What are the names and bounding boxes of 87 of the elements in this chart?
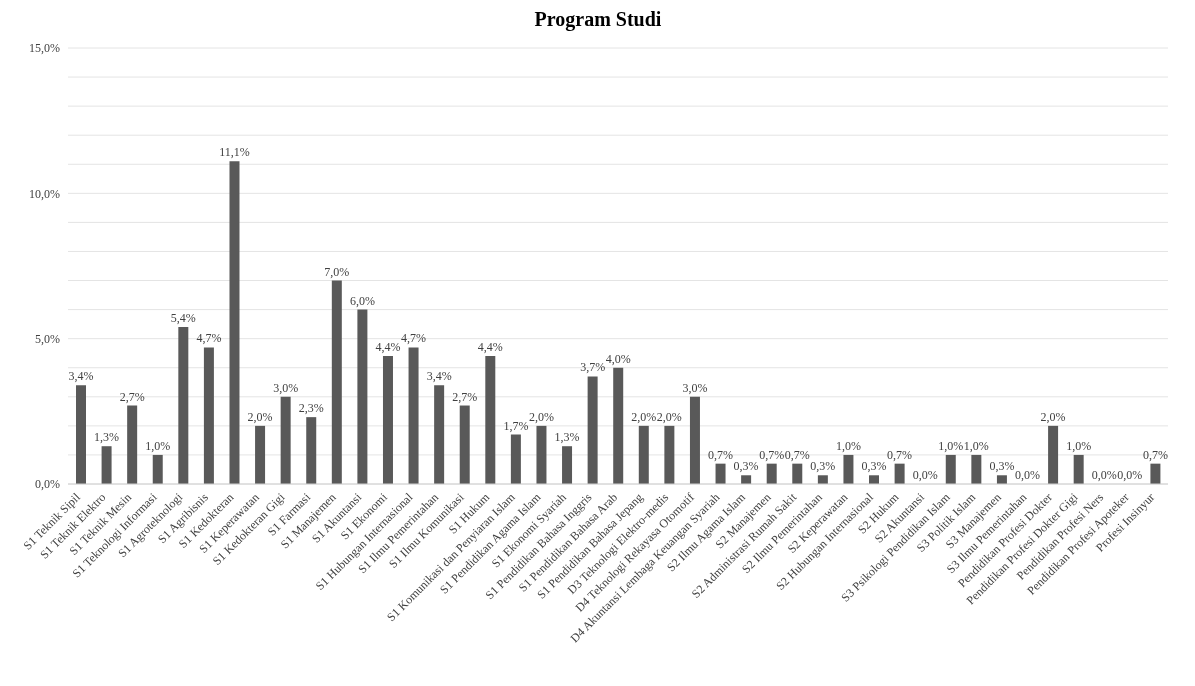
bar	[996, 475, 1007, 484]
bar	[101, 446, 112, 484]
bar	[843, 454, 854, 484]
bar	[459, 405, 470, 484]
bar	[587, 376, 598, 484]
bar	[178, 327, 189, 484]
bar	[382, 356, 393, 484]
bar	[664, 425, 675, 484]
bar	[331, 280, 342, 484]
bar	[485, 356, 496, 484]
bar	[357, 309, 368, 484]
bar	[152, 454, 163, 484]
data-label: 2,0%	[1040, 409, 1066, 424]
bar	[1150, 463, 1161, 484]
data-label: 1,0%	[1066, 438, 1092, 453]
data-label: 0,0%	[1015, 467, 1041, 482]
bar	[280, 396, 291, 484]
bar	[741, 475, 752, 484]
bar	[510, 434, 521, 484]
data-label: 3,0%	[682, 380, 708, 395]
data-label: 0,7%	[759, 447, 785, 462]
bar	[1048, 425, 1059, 484]
data-label: 7,0%	[324, 264, 350, 279]
data-label: 1,0%	[938, 438, 964, 453]
data-label: 4,4%	[477, 340, 503, 355]
bar	[817, 475, 828, 484]
data-label: 0,0%	[1091, 467, 1117, 482]
y-tick-label: 0,0%	[35, 477, 60, 492]
data-label: 1,0%	[963, 438, 989, 453]
data-label: 0,7%	[784, 447, 810, 462]
data-label: 2,7%	[452, 389, 478, 404]
bar	[869, 475, 880, 484]
data-label: 1,3%	[94, 430, 120, 445]
data-label: 6,0%	[349, 293, 375, 308]
data-label: 3,4%	[426, 369, 452, 384]
data-label: 0,0%	[912, 467, 938, 482]
bar	[689, 396, 700, 484]
data-label: 1,0%	[145, 438, 171, 453]
data-label: 0,3%	[989, 459, 1015, 474]
bar	[536, 425, 547, 484]
data-label: 1,7%	[503, 418, 529, 433]
data-label: 0,3%	[810, 459, 836, 474]
data-label: 0,0%	[1117, 467, 1143, 482]
data-label: 0,7%	[708, 447, 734, 462]
data-label: 0,3%	[861, 459, 887, 474]
data-label: 2,0%	[656, 409, 682, 424]
bar	[766, 463, 777, 484]
data-label: 3,0%	[273, 380, 299, 395]
bar	[971, 454, 982, 484]
bar	[792, 463, 803, 484]
data-label: 4,7%	[196, 331, 222, 346]
bar	[894, 463, 905, 484]
bar	[255, 425, 266, 484]
data-label: 4,0%	[605, 351, 631, 366]
bar	[1073, 454, 1084, 484]
bar	[76, 385, 86, 484]
data-label: 0,7%	[1142, 447, 1168, 462]
bar	[127, 405, 138, 484]
data-label: 1,0%	[835, 438, 861, 453]
y-tick-label: 15,0%	[29, 41, 60, 56]
bar	[638, 425, 649, 484]
bar	[306, 417, 317, 484]
chart-title: Program Studi	[533, 8, 663, 33]
data-label: 2,0%	[528, 409, 554, 424]
data-label: 3,4%	[68, 369, 94, 384]
data-label: 2,0%	[631, 409, 657, 424]
bar	[203, 347, 214, 484]
data-label: 1,3%	[554, 430, 580, 445]
bar	[715, 463, 726, 484]
data-label: 4,4%	[375, 340, 401, 355]
data-label: 0,3%	[733, 459, 759, 474]
data-label: 11,1%	[219, 145, 250, 160]
bar	[434, 385, 445, 484]
data-label: 3,7%	[580, 360, 606, 375]
data-label: 4,7%	[401, 331, 427, 346]
data-label: 5,4%	[170, 311, 196, 326]
bar	[229, 161, 240, 484]
bar	[408, 347, 419, 484]
bar	[562, 446, 573, 484]
data-label: 0,7%	[887, 447, 913, 462]
data-label: 2,0%	[247, 409, 273, 424]
data-label: 2,3%	[298, 401, 324, 416]
bar	[945, 454, 956, 484]
data-label: 2,7%	[119, 389, 145, 404]
y-tick-label: 5,0%	[35, 331, 60, 346]
y-tick-label: 10,0%	[29, 186, 60, 201]
bar	[613, 367, 624, 484]
